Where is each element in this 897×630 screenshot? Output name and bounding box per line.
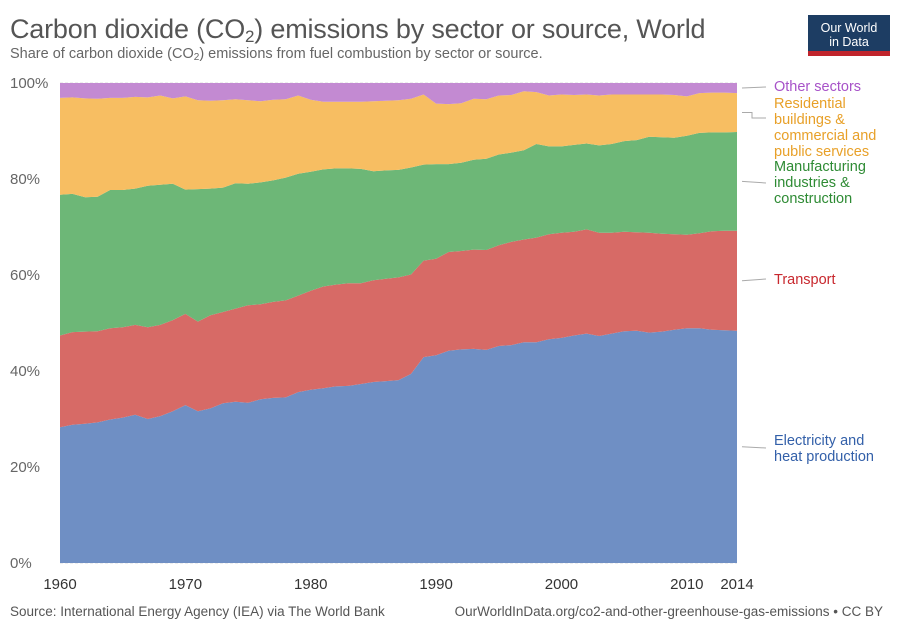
logo-line1: Our World — [820, 21, 878, 35]
legend: Electricity and heat production Transport M… — [741, 79, 876, 465]
source-note: Source: International Energy Agency (IEA… — [10, 604, 385, 619]
area-manufacturing[interactable] — [60, 132, 737, 336]
area-transport[interactable] — [60, 229, 737, 428]
x-tick-label: 1970 — [169, 576, 202, 593]
x-tick-label: 1990 — [419, 576, 452, 593]
legend-label-transport[interactable]: Transport — [774, 272, 836, 288]
legend-label-residential[interactable]: Residential buildings & commercial and publ… — [774, 96, 876, 160]
area-electricity[interactable] — [60, 328, 737, 563]
x-tick-label: 2000 — [545, 576, 578, 593]
legend-label-other[interactable]: Other sectors — [774, 79, 861, 95]
legend-leader-electricity — [741, 446, 767, 449]
legend-leader-transport — [741, 278, 767, 282]
legend-leader-other — [741, 86, 767, 89]
x-tick-label: 1960 — [43, 576, 76, 593]
x-axis-ticks: 1960 1970 1980 1990 2000 2010 2014 — [43, 576, 753, 593]
y-tick-label: 20% — [10, 459, 40, 476]
chart-subtitle: Share of carbon dioxide (CO2) emissions … — [10, 46, 543, 63]
logo-line2: in Data — [829, 35, 869, 49]
y-tick-label: 0% — [10, 555, 32, 572]
legend-label-electricity[interactable]: Electricity and heat production — [774, 433, 874, 465]
chart-title: Carbon dioxide (CO2) emissions by sector… — [10, 14, 706, 46]
y-tick-label: 100% — [10, 75, 48, 92]
y-tick-label: 60% — [10, 267, 40, 284]
legend-leader-residential — [742, 112, 766, 119]
y-axis-ticks: 0% 20% 40% 60% 80% 100% — [10, 75, 48, 572]
owid-logo[interactable]: Our World in Data — [808, 15, 890, 56]
area-residential[interactable] — [60, 91, 737, 198]
x-tick-label: 2010 — [670, 576, 703, 593]
x-tick-label: 1980 — [294, 576, 327, 593]
source-url[interactable]: OurWorldInData.org/co2-and-other-greenho… — [454, 604, 883, 619]
y-tick-label: 80% — [10, 171, 40, 188]
legend-leader-manufacturing — [741, 180, 767, 184]
legend-label-manufacturing[interactable]: Manufacturing industries & construction — [774, 159, 866, 207]
x-tick-label: 2014 — [720, 576, 753, 593]
area-series — [60, 83, 737, 563]
area-other[interactable] — [60, 83, 737, 105]
y-tick-label: 40% — [10, 363, 40, 380]
